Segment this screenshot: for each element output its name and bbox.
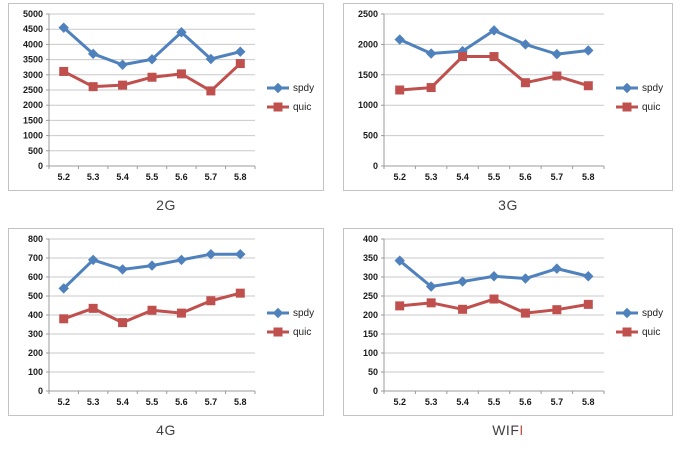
svg-text:5.8: 5.8 bbox=[234, 397, 247, 407]
svg-text:5.5: 5.5 bbox=[488, 397, 501, 407]
svg-text:5.4: 5.4 bbox=[456, 397, 469, 407]
svg-text:5.3: 5.3 bbox=[425, 397, 438, 407]
chart-frame-2g: 0 500 1000 1500 2000 2500 3000 3500 4000 4500 5000… bbox=[8, 3, 324, 191]
chart-3g: 0 500 1000 1500 2000 2500 5.2 5.3 5.4 5.5 5.6 5.7 5.… bbox=[343, 3, 673, 213]
svg-text:5.4: 5.4 bbox=[116, 172, 129, 182]
svg-text:5.6: 5.6 bbox=[519, 397, 532, 407]
svg-text:5.3: 5.3 bbox=[87, 397, 100, 407]
svg-text:spdy: spdy bbox=[642, 83, 663, 94]
svg-text:800: 800 bbox=[28, 234, 43, 244]
svg-text:5000: 5000 bbox=[23, 9, 43, 19]
chart-frame-4g: 0 100 200 300 400 500 600 700 800 5.2 5.3 5.4 5.5 5.6… bbox=[8, 228, 324, 416]
svg-text:250: 250 bbox=[363, 291, 378, 301]
chart-frame-wifi: 0 50 100 150 200 250 300 350 400 5.2 5.3 5.4 5.5 5.6 5… bbox=[343, 228, 673, 416]
svg-text:500: 500 bbox=[28, 146, 43, 156]
svg-text:2000: 2000 bbox=[23, 100, 43, 110]
chart-4g: 0 100 200 300 400 500 600 700 800 5.2 5.3 5.4 5.5 5.6… bbox=[8, 228, 324, 438]
svg-text:5.2: 5.2 bbox=[393, 397, 406, 407]
svg-text:700: 700 bbox=[28, 253, 43, 263]
svg-text:400: 400 bbox=[28, 310, 43, 320]
svg-text:200: 200 bbox=[28, 348, 43, 358]
chart-canvas-4g: 0 100 200 300 400 500 600 700 800 5.2 5.3 5.4 5.5 5.6… bbox=[28, 234, 314, 407]
svg-text:300: 300 bbox=[28, 329, 43, 339]
svg-text:1500: 1500 bbox=[23, 115, 43, 125]
svg-text:3000: 3000 bbox=[23, 70, 43, 80]
svg-text:5.3: 5.3 bbox=[87, 172, 100, 182]
svg-text:2000: 2000 bbox=[358, 39, 378, 49]
svg-text:quic: quic bbox=[642, 327, 660, 338]
svg-text:2500: 2500 bbox=[23, 85, 43, 95]
svg-text:1000: 1000 bbox=[23, 131, 43, 141]
chart-title-accent: I bbox=[519, 422, 524, 438]
svg-text:5.8: 5.8 bbox=[582, 397, 595, 407]
chart-frame-3g: 0 500 1000 1500 2000 2500 5.2 5.3 5.4 5.5 5.6 5.7 5.… bbox=[343, 3, 673, 191]
chart-title-text: WIF bbox=[492, 422, 520, 438]
svg-text:1000: 1000 bbox=[358, 100, 378, 110]
svg-text:300: 300 bbox=[363, 272, 378, 282]
chart-title-text: 2G bbox=[156, 197, 176, 213]
chart-canvas-wifi: 0 50 100 150 200 250 300 350 400 5.2 5.3 5.4 5.5 5.6 5… bbox=[363, 234, 663, 407]
svg-text:spdy: spdy bbox=[293, 308, 314, 319]
svg-text:5.2: 5.2 bbox=[57, 397, 70, 407]
svg-text:spdy: spdy bbox=[293, 83, 314, 94]
svg-text:600: 600 bbox=[28, 272, 43, 282]
svg-text:5.5: 5.5 bbox=[146, 397, 159, 407]
svg-text:1500: 1500 bbox=[358, 70, 378, 80]
svg-text:500: 500 bbox=[363, 131, 378, 141]
svg-text:0: 0 bbox=[38, 386, 43, 396]
svg-text:4500: 4500 bbox=[23, 24, 43, 34]
chart-title-text: 3G bbox=[498, 197, 518, 213]
svg-text:5.6: 5.6 bbox=[175, 397, 188, 407]
svg-text:350: 350 bbox=[363, 253, 378, 263]
svg-text:400: 400 bbox=[363, 234, 378, 244]
chart-canvas-2g: 0 500 1000 1500 2000 2500 3000 3500 4000 4500 5000… bbox=[23, 9, 314, 182]
svg-text:0: 0 bbox=[38, 161, 43, 171]
svg-text:5.8: 5.8 bbox=[234, 172, 247, 182]
svg-text:150: 150 bbox=[363, 329, 378, 339]
svg-text:3500: 3500 bbox=[23, 55, 43, 65]
chart-wifi: 0 50 100 150 200 250 300 350 400 5.2 5.3 5.4 5.5 5.6 5… bbox=[343, 228, 673, 438]
svg-text:100: 100 bbox=[28, 367, 43, 377]
chart-title-text: 4G bbox=[156, 422, 176, 438]
svg-text:5.5: 5.5 bbox=[488, 172, 501, 182]
chart-title-4g: 4G bbox=[8, 422, 324, 438]
chart-title-2g: 2G bbox=[8, 197, 324, 213]
svg-text:5.7: 5.7 bbox=[551, 172, 564, 182]
chart-2g: 0 500 1000 1500 2000 2500 3000 3500 4000 4500 5000… bbox=[8, 3, 324, 213]
svg-text:5.2: 5.2 bbox=[393, 172, 406, 182]
svg-text:5.6: 5.6 bbox=[519, 172, 532, 182]
svg-text:5.8: 5.8 bbox=[582, 172, 595, 182]
svg-text:0: 0 bbox=[373, 386, 378, 396]
svg-text:5.4: 5.4 bbox=[456, 172, 469, 182]
svg-text:spdy: spdy bbox=[642, 308, 663, 319]
chart-title-3g: 3G bbox=[343, 197, 673, 213]
chart-canvas-3g: 0 500 1000 1500 2000 2500 5.2 5.3 5.4 5.5 5.6 5.7 5.… bbox=[358, 9, 663, 182]
svg-text:5.4: 5.4 bbox=[116, 397, 129, 407]
svg-text:5.7: 5.7 bbox=[205, 172, 218, 182]
svg-text:5.2: 5.2 bbox=[57, 172, 70, 182]
svg-text:quic: quic bbox=[293, 102, 311, 113]
svg-text:5.3: 5.3 bbox=[425, 172, 438, 182]
chart-title-wifi: WIFI bbox=[343, 422, 673, 438]
svg-text:5.5: 5.5 bbox=[146, 172, 159, 182]
svg-text:2500: 2500 bbox=[358, 9, 378, 19]
svg-text:0: 0 bbox=[373, 161, 378, 171]
svg-text:5.7: 5.7 bbox=[551, 397, 564, 407]
svg-text:5.6: 5.6 bbox=[175, 172, 188, 182]
svg-text:quic: quic bbox=[642, 102, 660, 113]
svg-text:100: 100 bbox=[363, 348, 378, 358]
svg-text:500: 500 bbox=[28, 291, 43, 301]
svg-text:200: 200 bbox=[363, 310, 378, 320]
svg-text:quic: quic bbox=[293, 327, 311, 338]
svg-text:4000: 4000 bbox=[23, 39, 43, 49]
svg-text:5.7: 5.7 bbox=[205, 397, 218, 407]
svg-text:50: 50 bbox=[368, 367, 378, 377]
